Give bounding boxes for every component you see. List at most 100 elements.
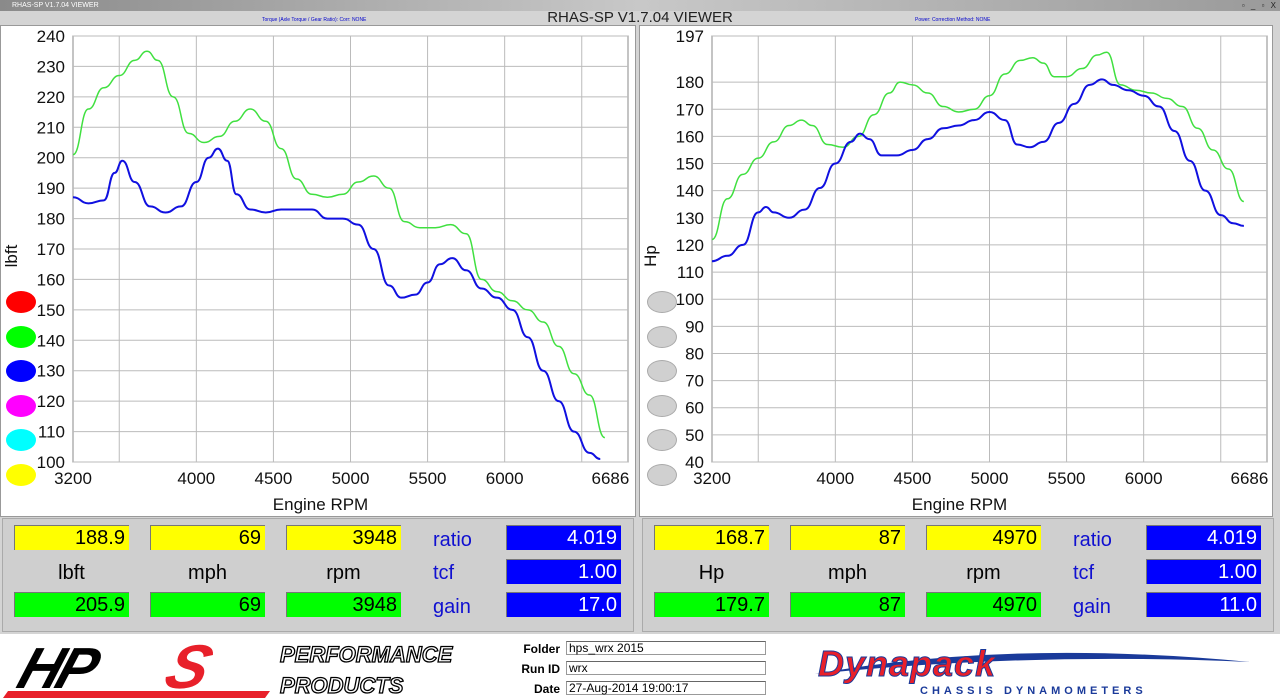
trace-indicator[interactable] (6, 325, 36, 348)
y-tick-label: 80 (685, 344, 704, 363)
y-tick-label: 110 (677, 263, 704, 282)
y-tick-label: 100 (676, 290, 704, 309)
blue-series-line (711, 78, 1244, 263)
y-tick-label: 130 (37, 362, 65, 381)
x-tick-label: 4500 (894, 469, 932, 488)
y-tick-label: 220 (37, 88, 65, 107)
unit-label: mph (188, 562, 227, 584)
x-tick-label: 5500 (1048, 469, 1086, 488)
torque-chart: 240 230 220 210 200 190 180 170 160 150 140 130 120 1… (2, 27, 630, 514)
svg-text:HP: HP (10, 635, 108, 700)
current-value-box: 188.9 (14, 525, 129, 550)
y-tick-label: 197 (676, 27, 704, 46)
trace-indicator[interactable] (6, 394, 36, 417)
trace-indicator[interactable] (647, 394, 677, 417)
y-tick-label: 240 (37, 27, 65, 46)
ratio-value[interactable]: 4.019 (1146, 525, 1261, 550)
x-tick-label: 4500 (255, 469, 293, 488)
y-tick-label: 40 (685, 453, 704, 472)
app-title: RHAS-SP V1.7.04 VIEWER (547, 9, 733, 26)
x-tick-label: 5000 (971, 469, 1009, 488)
trace-indicator[interactable] (6, 463, 36, 486)
peak-value-box: 3948 (286, 592, 401, 617)
y-axis-label: lbft (2, 244, 21, 267)
trace-indicator[interactable] (6, 291, 36, 313)
x-axis-label: Engine RPM (273, 495, 368, 514)
svg-text:PERFORMANCE: PERFORMANCE (280, 642, 454, 667)
ratio-label: ratio (1073, 529, 1112, 551)
y-tick-label: 160 (37, 270, 65, 289)
window-controls[interactable]: ▫ _ ▫ X (1241, 1, 1278, 10)
torque-chart-subtitle: Torque (Axle Torque / Gear Ratio): Corr:… (262, 17, 367, 23)
x-tick-label: 5000 (332, 469, 370, 488)
unit-label: mph (828, 562, 867, 584)
svg-text:PRODUCTS: PRODUCTS (280, 673, 404, 698)
current-value-box: 87 (790, 525, 905, 550)
runid-field[interactable]: wrx (566, 661, 766, 675)
dynapack-logo: Dynapack CHASSIS DYNAMOMETERS (815, 643, 1250, 697)
tcf-value[interactable]: 1.00 (506, 559, 621, 584)
y-tick-label: 180 (676, 73, 704, 92)
tcf-label: tcf (433, 562, 455, 584)
footer: HP S PERFORMANCE PRODUCTS Folder hps_wrx… (0, 634, 1280, 700)
x-tick-label: 3200 (54, 469, 92, 488)
x-tick-label: 6686 (592, 469, 630, 488)
trace-indicator[interactable] (647, 325, 677, 348)
folder-field[interactable]: hps_wrx 2015 (566, 641, 766, 655)
svg-text:CHASSIS DYNAMOMETERS: CHASSIS DYNAMOMETERS (920, 685, 1147, 697)
current-value-box: 3948 (286, 525, 401, 550)
peak-value-box: 205.9 (14, 592, 129, 617)
peak-value-box: 179.7 (654, 592, 769, 617)
trace-indicator[interactable] (647, 429, 677, 451)
window-titlebar: RHAS-SP V1.7.04 VIEWER ▫ _ ▫ X (0, 0, 1280, 11)
x-tick-label: 5500 (409, 469, 447, 488)
unit-label: Hp (698, 562, 725, 584)
date-field[interactable]: 27-Aug-2014 19:00:17 (566, 681, 766, 695)
x-tick-label: 4000 (816, 469, 854, 488)
svg-text:Dynapack: Dynapack (818, 643, 997, 684)
y-tick-label: 120 (37, 392, 65, 411)
x-tick-label: 6000 (1125, 469, 1163, 488)
y-tick-label: 100 (37, 453, 65, 472)
gain-value[interactable]: 17.0 (506, 592, 621, 617)
x-tick-label: 6686 (1231, 469, 1269, 488)
gain-label: gain (1073, 596, 1111, 618)
peak-value-box: 4970 (926, 592, 1041, 617)
gain-label: gain (433, 596, 471, 618)
y-tick-label: 170 (37, 240, 65, 259)
window-title: RHAS-SP V1.7.04 VIEWER (12, 2, 99, 9)
y-axis-label: Hp (641, 245, 660, 267)
ratio-label: ratio (433, 529, 472, 551)
torque-chart-panel: 240 230 220 210 200 190 180 170 160 150 140 130 120 1… (0, 25, 636, 517)
folder-label: Folder (523, 642, 560, 656)
y-tick-label: 60 (685, 399, 704, 418)
x-tick-label: 6000 (486, 469, 524, 488)
gain-value[interactable]: 11.0 (1146, 592, 1261, 617)
ratio-value[interactable]: 4.019 (506, 525, 621, 550)
power-chart-subtitle: Power: Correction Method: NONE (915, 17, 991, 23)
y-tick-label: 150 (676, 155, 704, 174)
y-tick-label: 140 (37, 331, 65, 350)
power-chart: 197 180 170 160 150 140 130 120 110 100 90 80 70 60 50… (641, 27, 1269, 514)
current-value-box: 4970 (926, 525, 1041, 550)
y-tick-label: 210 (37, 118, 65, 137)
trace-indicator[interactable] (647, 360, 677, 382)
date-label: Date (533, 682, 560, 696)
trace-indicator[interactable] (647, 291, 677, 313)
tcf-value[interactable]: 1.00 (1146, 559, 1261, 584)
y-tick-label: 160 (676, 127, 704, 146)
y-tick-label: 130 (676, 209, 704, 228)
peak-value-box: 69 (150, 592, 265, 617)
x-tick-label: 4000 (177, 469, 215, 488)
trace-indicator[interactable] (647, 463, 677, 486)
unit-label: rpm (326, 562, 361, 584)
unit-label: rpm (966, 562, 1001, 584)
y-tick-label: 170 (676, 100, 704, 119)
power-chart-panel: 197 180 170 160 150 140 130 120 110 100 90 80 70 60 50… (639, 25, 1273, 517)
y-tick-label: 180 (37, 210, 65, 229)
y-tick-label: 90 (685, 317, 704, 336)
trace-indicator[interactable] (6, 429, 36, 451)
tcf-label: tcf (1073, 562, 1095, 584)
y-tick-label: 140 (676, 182, 704, 201)
trace-indicator[interactable] (6, 360, 36, 382)
